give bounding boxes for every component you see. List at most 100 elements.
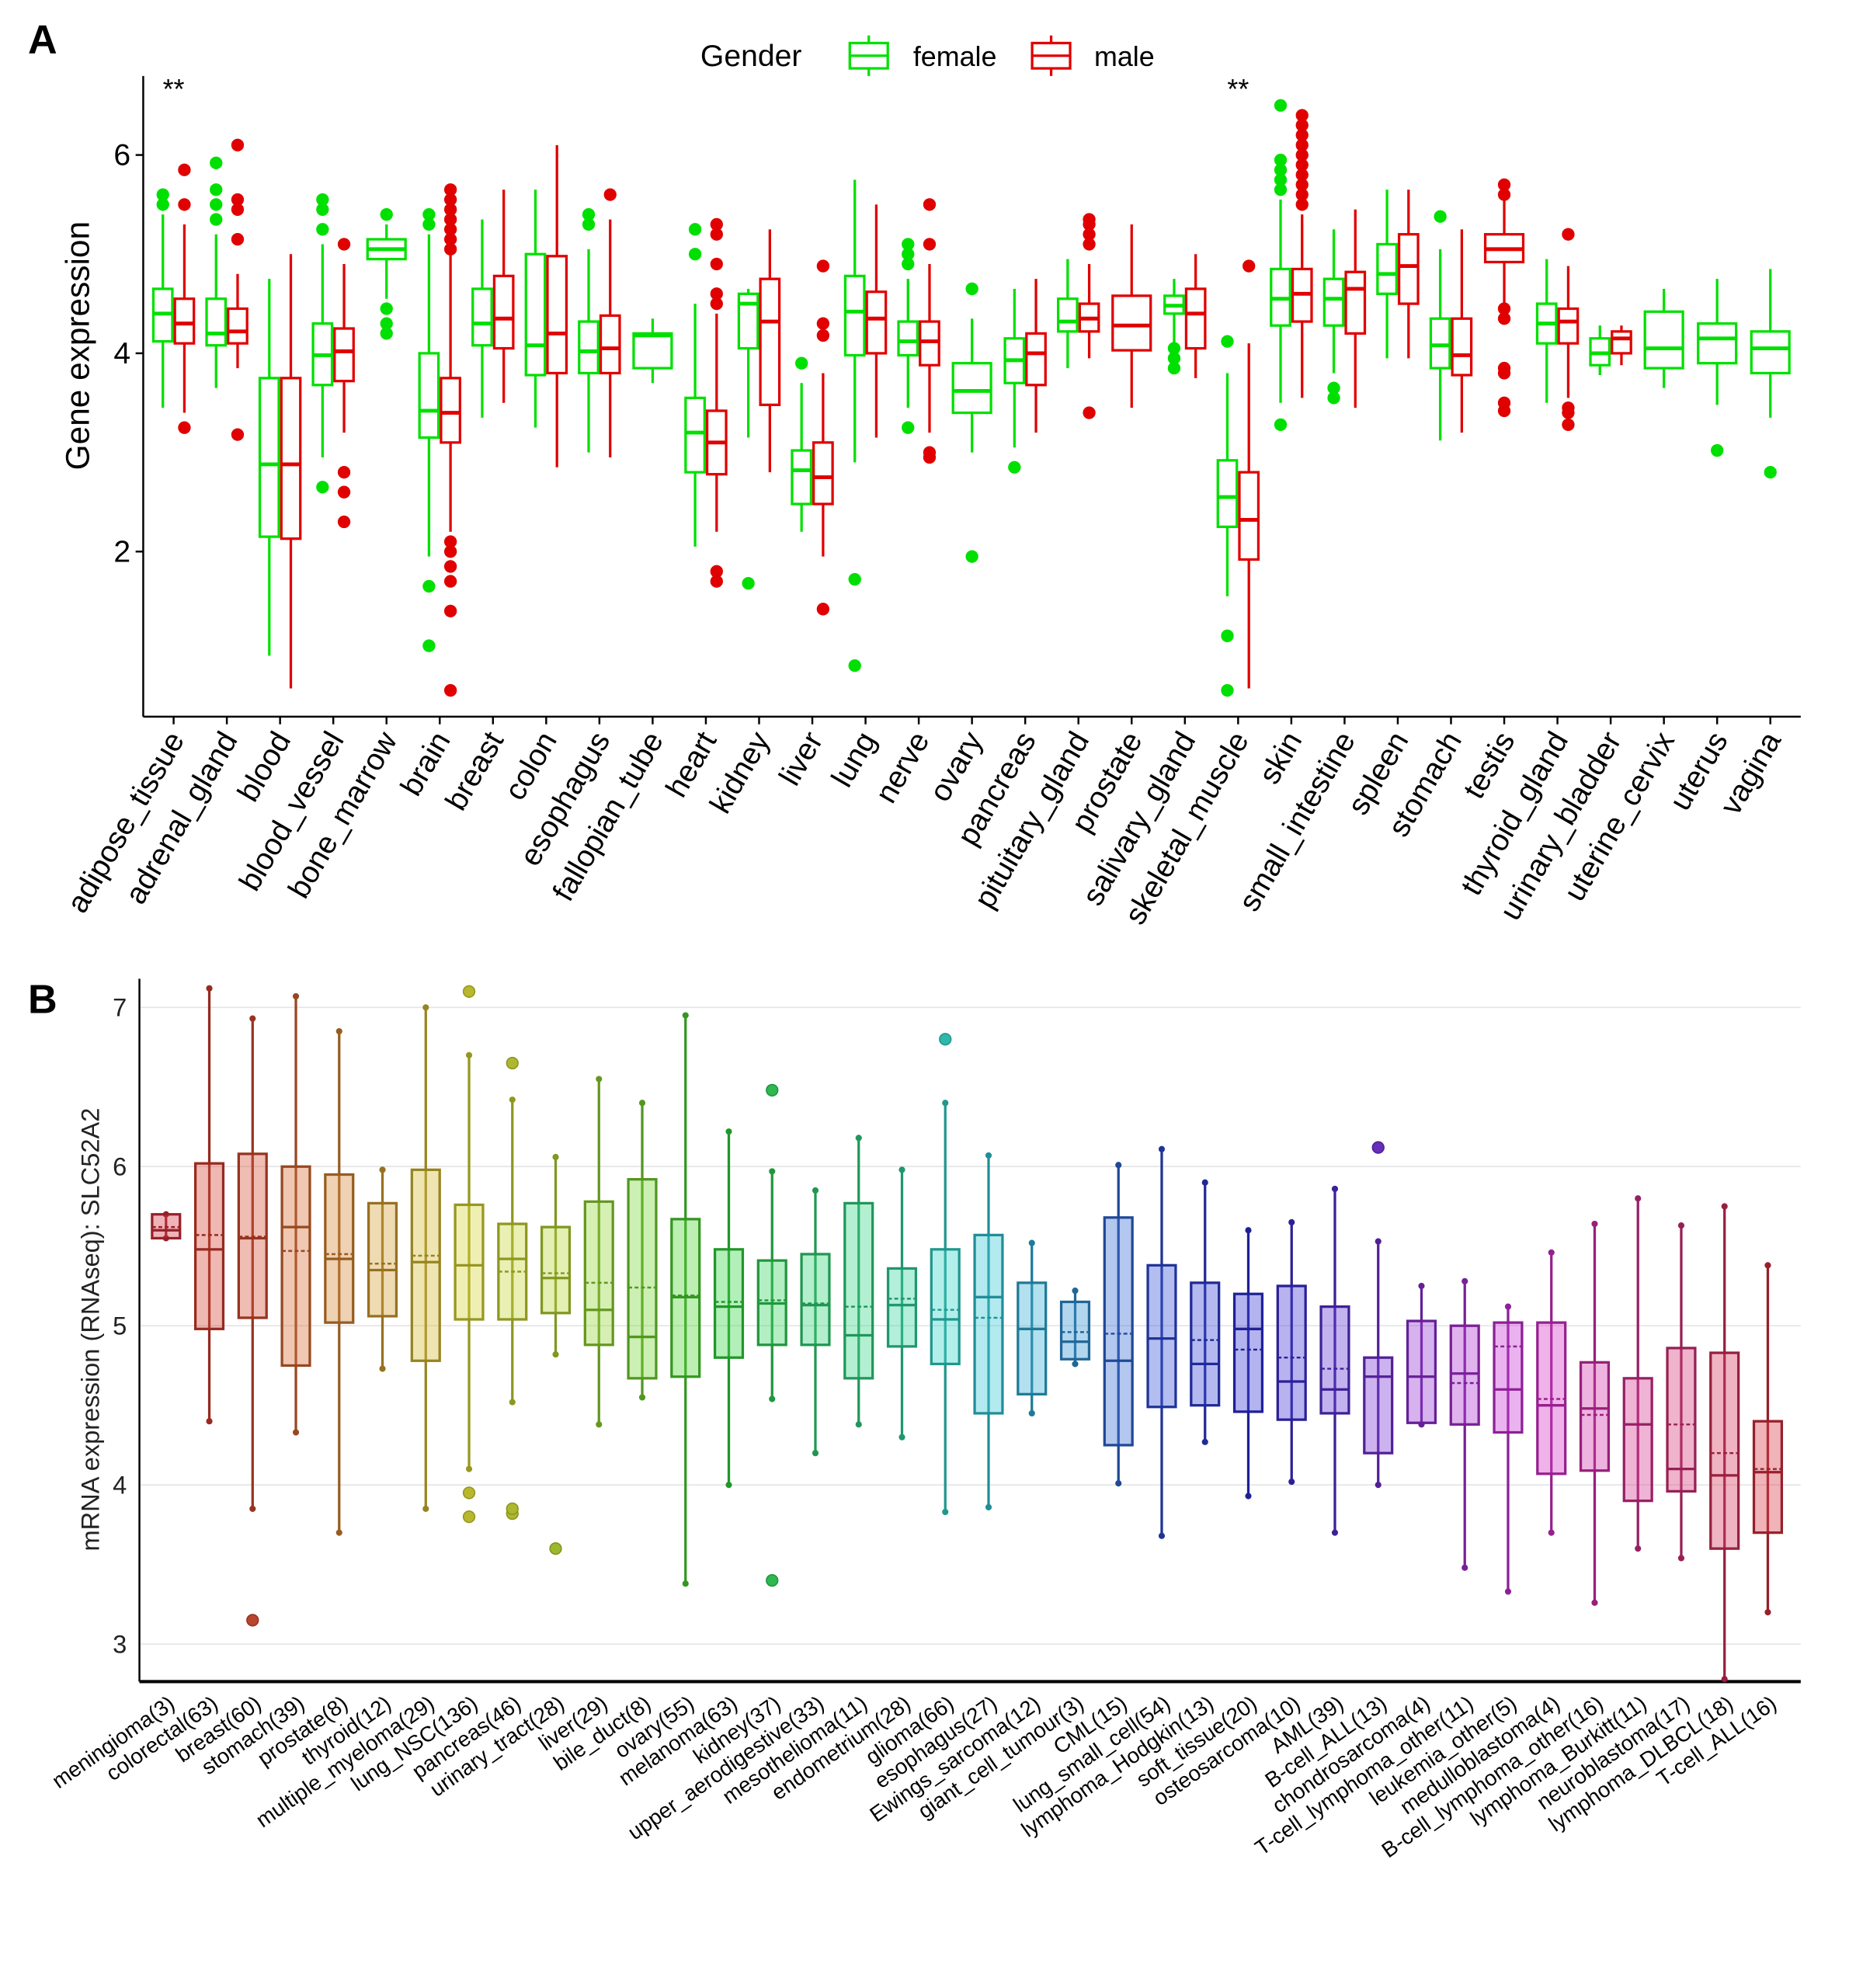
outlier-point-male <box>337 515 351 529</box>
whisker-cap <box>1115 1480 1122 1487</box>
outlier-point-female <box>1167 352 1181 365</box>
whisker-cap <box>898 1434 905 1441</box>
outlier-point-male <box>337 485 351 499</box>
whisker-cap <box>638 1100 646 1107</box>
whisker-cap <box>509 1097 516 1103</box>
outlier-point-male <box>178 163 191 176</box>
box <box>1103 1216 1134 1447</box>
outlier-point-female <box>380 302 393 315</box>
outlier-point-female <box>1221 629 1234 642</box>
outlier-point-female <box>380 208 393 221</box>
box-male <box>1025 332 1047 387</box>
outlier-point-female <box>902 248 915 261</box>
outlier-point-male <box>1497 178 1511 192</box>
box-female <box>951 362 992 415</box>
box-male <box>1451 317 1473 377</box>
whisker-cap <box>1158 1532 1166 1539</box>
outlier-point-female <box>316 203 329 216</box>
whisker-cap <box>1764 1609 1771 1616</box>
box <box>627 1178 658 1380</box>
x-tick-label: skin <box>1253 726 1309 790</box>
box <box>540 1225 572 1315</box>
outlier-point-male <box>1295 138 1309 151</box>
outlier-point-female <box>422 579 436 593</box>
outlier-point <box>246 1614 259 1627</box>
whisker-cap <box>1504 1588 1512 1595</box>
box <box>367 1201 398 1318</box>
outlier-point-male <box>231 428 245 441</box>
outlier-point <box>766 1573 779 1587</box>
box <box>843 1201 874 1380</box>
box-female <box>524 252 547 377</box>
y-tick-label: 5 <box>113 1312 127 1340</box>
outlier-point-female <box>688 223 702 236</box>
whisker-cap <box>249 1015 256 1022</box>
box-male <box>280 377 302 540</box>
outlier-point-male <box>443 560 457 573</box>
whisker-cap <box>1461 1564 1468 1571</box>
outlier-point <box>766 1083 779 1097</box>
whisker-cap <box>335 1027 342 1035</box>
box-male <box>1344 270 1367 335</box>
y-tick-label: 7 <box>113 993 127 1022</box>
outlier-point-female <box>380 327 393 340</box>
box <box>973 1233 1004 1415</box>
box-male <box>1557 307 1580 345</box>
box-male <box>1111 294 1152 352</box>
outlier-point-female <box>1221 335 1234 348</box>
box <box>1232 1292 1264 1413</box>
outlier-point-female <box>965 550 978 563</box>
outlier-point-female <box>1327 391 1340 405</box>
outlier-point-female <box>848 572 861 586</box>
outlier-point-female <box>1274 99 1288 112</box>
outlier-point-male <box>231 138 245 151</box>
whisker-cap <box>1635 1195 1642 1202</box>
whisker-cap <box>769 1395 776 1402</box>
outlier-point-male <box>710 287 723 301</box>
outlier-point-female <box>210 183 223 196</box>
panel-a-y-title: Gene expression <box>59 221 96 470</box>
box-male <box>173 297 196 345</box>
whisker-cap <box>1028 1239 1035 1246</box>
outlier-point-male <box>231 193 245 207</box>
box <box>1059 1300 1091 1361</box>
box-male <box>812 441 834 506</box>
y-tick-label: 6 <box>113 1152 127 1181</box>
outlier-point-male <box>1243 259 1256 273</box>
outlier-point-female <box>795 356 808 370</box>
box-male <box>759 277 781 406</box>
box-male <box>1397 233 1420 305</box>
whisker-cap <box>812 1187 819 1194</box>
outlier-point-male <box>178 421 191 434</box>
whisker-cap <box>1591 1599 1598 1606</box>
whisker-cap <box>1764 1262 1771 1269</box>
box <box>1190 1281 1221 1407</box>
whisker-cap <box>552 1351 559 1358</box>
box-male <box>1611 330 1632 355</box>
outlier-point-male <box>1083 228 1096 241</box>
box-female <box>1750 330 1791 375</box>
outlier-point-male <box>337 465 351 479</box>
outlier-point-male <box>1295 178 1309 192</box>
whisker-cap <box>855 1135 862 1142</box>
outlier-point-male <box>1497 361 1511 375</box>
legend-key-male <box>1031 35 1072 76</box>
y-tick-label: 4 <box>113 1471 127 1500</box>
whisker-cap <box>206 1418 213 1425</box>
box-female <box>1057 297 1079 333</box>
outlier-point-male <box>1497 188 1511 201</box>
box-male <box>1238 471 1260 561</box>
outlier-point-male <box>816 603 830 616</box>
legend-label-female: female <box>913 41 997 72</box>
outlier-point-female <box>1434 210 1447 223</box>
outlier-point-male <box>710 228 723 241</box>
whisker-cap <box>725 1128 732 1135</box>
outlier-point-male <box>443 604 457 618</box>
outlier-point-male <box>1295 188 1309 201</box>
whisker-cap <box>725 1482 732 1489</box>
whisker-cap <box>1331 1529 1339 1536</box>
whisker-cap <box>1635 1545 1642 1552</box>
whisker-cap <box>942 1100 949 1107</box>
outlier-point-male <box>1295 109 1309 122</box>
outlier-point-male <box>923 238 937 251</box>
